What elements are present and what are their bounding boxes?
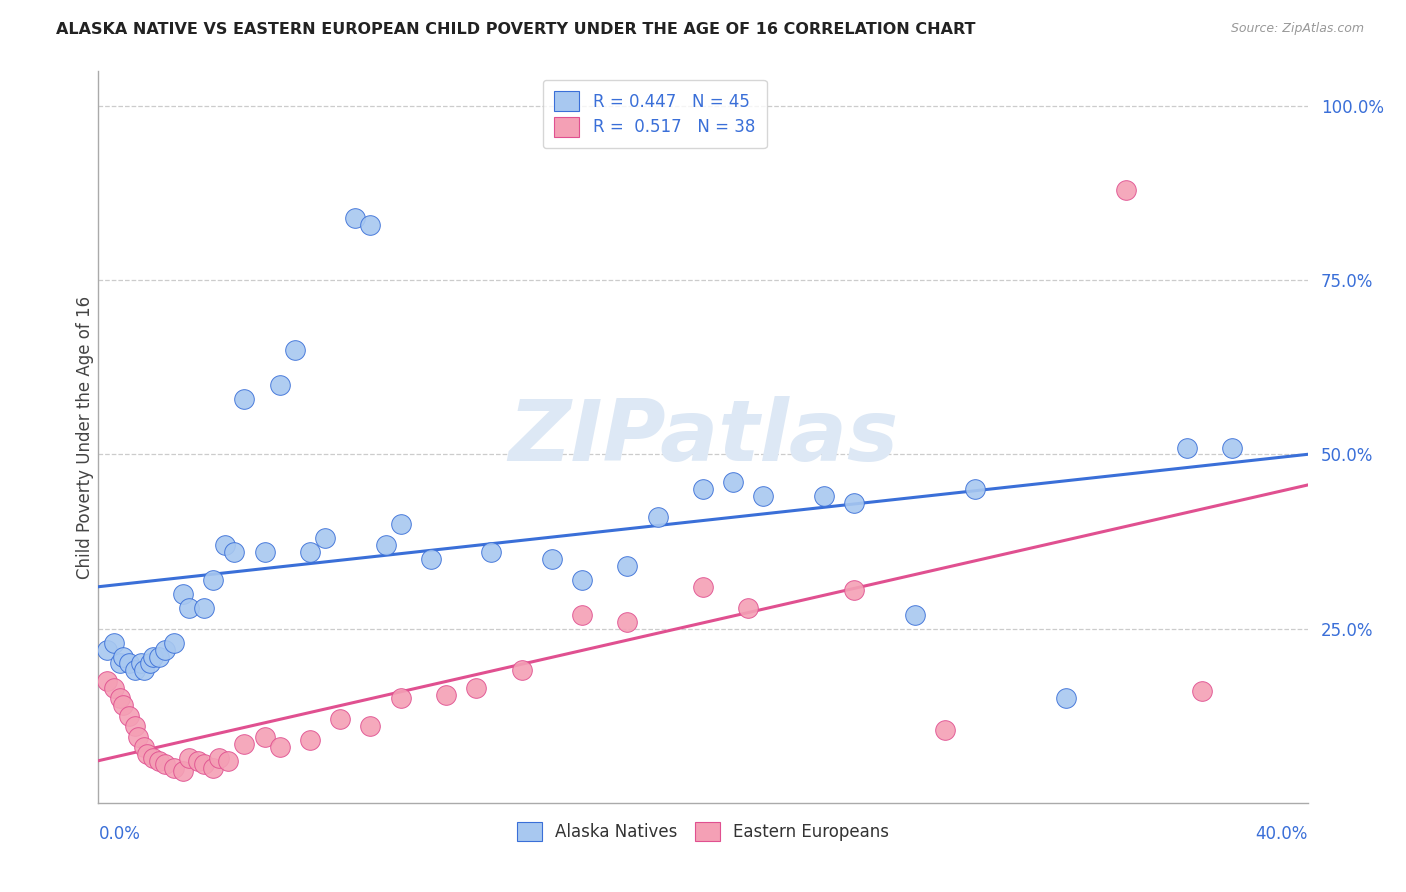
Point	[616, 558, 638, 573]
Text: ALASKA NATIVE VS EASTERN EUROPEAN CHILD POVERTY UNDER THE AGE OF 16 CORRELATION : ALASKA NATIVE VS EASTERN EUROPEAN CHILD …	[56, 22, 976, 37]
Point	[1054, 691, 1077, 706]
Point	[616, 615, 638, 629]
Point	[965, 483, 987, 497]
Point	[344, 211, 367, 225]
Point	[163, 761, 186, 775]
Point	[132, 664, 155, 678]
Point	[571, 607, 593, 622]
Point	[129, 657, 152, 671]
Point	[934, 723, 956, 737]
Point	[193, 600, 215, 615]
Point	[360, 218, 382, 232]
Point	[232, 737, 254, 751]
Point	[299, 545, 322, 559]
Point	[118, 708, 141, 723]
Point	[111, 649, 134, 664]
Point	[389, 517, 412, 532]
Point	[329, 712, 352, 726]
Text: 40.0%: 40.0%	[1256, 825, 1308, 843]
Point	[647, 510, 669, 524]
Point	[374, 538, 396, 552]
Point	[111, 698, 134, 713]
Point	[172, 764, 194, 779]
Point	[904, 607, 927, 622]
Legend: Alaska Natives, Eastern Europeans: Alaska Natives, Eastern Europeans	[506, 811, 900, 853]
Point	[510, 664, 533, 678]
Point	[108, 691, 131, 706]
Point	[253, 730, 276, 744]
Point	[269, 740, 291, 755]
Point	[148, 649, 170, 664]
Point	[193, 757, 215, 772]
Point	[1220, 441, 1243, 455]
Point	[103, 681, 125, 695]
Point	[571, 573, 593, 587]
Point	[153, 757, 176, 772]
Point	[434, 688, 457, 702]
Point	[1191, 684, 1213, 698]
Point	[692, 580, 714, 594]
Point	[284, 343, 307, 357]
Point	[153, 642, 176, 657]
Point	[132, 740, 155, 755]
Text: Source: ZipAtlas.com: Source: ZipAtlas.com	[1230, 22, 1364, 36]
Point	[224, 545, 246, 559]
Point	[752, 489, 775, 503]
Point	[202, 573, 225, 587]
Point	[692, 483, 714, 497]
Point	[124, 664, 146, 678]
Point	[214, 538, 236, 552]
Point	[1175, 441, 1198, 455]
Point	[142, 750, 165, 764]
Point	[202, 761, 225, 775]
Point	[314, 531, 336, 545]
Point	[108, 657, 131, 671]
Point	[217, 754, 239, 768]
Point	[844, 496, 866, 510]
Point	[163, 635, 186, 649]
Point	[481, 545, 503, 559]
Point	[142, 649, 165, 664]
Point	[179, 600, 201, 615]
Y-axis label: Child Poverty Under the Age of 16: Child Poverty Under the Age of 16	[76, 295, 94, 579]
Point	[118, 657, 141, 671]
Point	[96, 673, 118, 688]
Point	[139, 657, 162, 671]
Text: 0.0%: 0.0%	[98, 825, 141, 843]
Text: ZIPatlas: ZIPatlas	[508, 395, 898, 479]
Point	[389, 691, 412, 706]
Point	[360, 719, 382, 733]
Point	[96, 642, 118, 657]
Point	[813, 489, 835, 503]
Point	[420, 552, 443, 566]
Point	[844, 583, 866, 598]
Point	[737, 600, 759, 615]
Point	[232, 392, 254, 406]
Point	[179, 750, 201, 764]
Point	[124, 719, 146, 733]
Point	[1115, 183, 1137, 197]
Point	[135, 747, 157, 761]
Point	[540, 552, 562, 566]
Point	[187, 754, 209, 768]
Point	[269, 377, 291, 392]
Point	[172, 587, 194, 601]
Point	[208, 750, 231, 764]
Point	[465, 681, 488, 695]
Point	[103, 635, 125, 649]
Point	[299, 733, 322, 747]
Point	[148, 754, 170, 768]
Point	[253, 545, 276, 559]
Point	[723, 475, 745, 490]
Point	[127, 730, 149, 744]
